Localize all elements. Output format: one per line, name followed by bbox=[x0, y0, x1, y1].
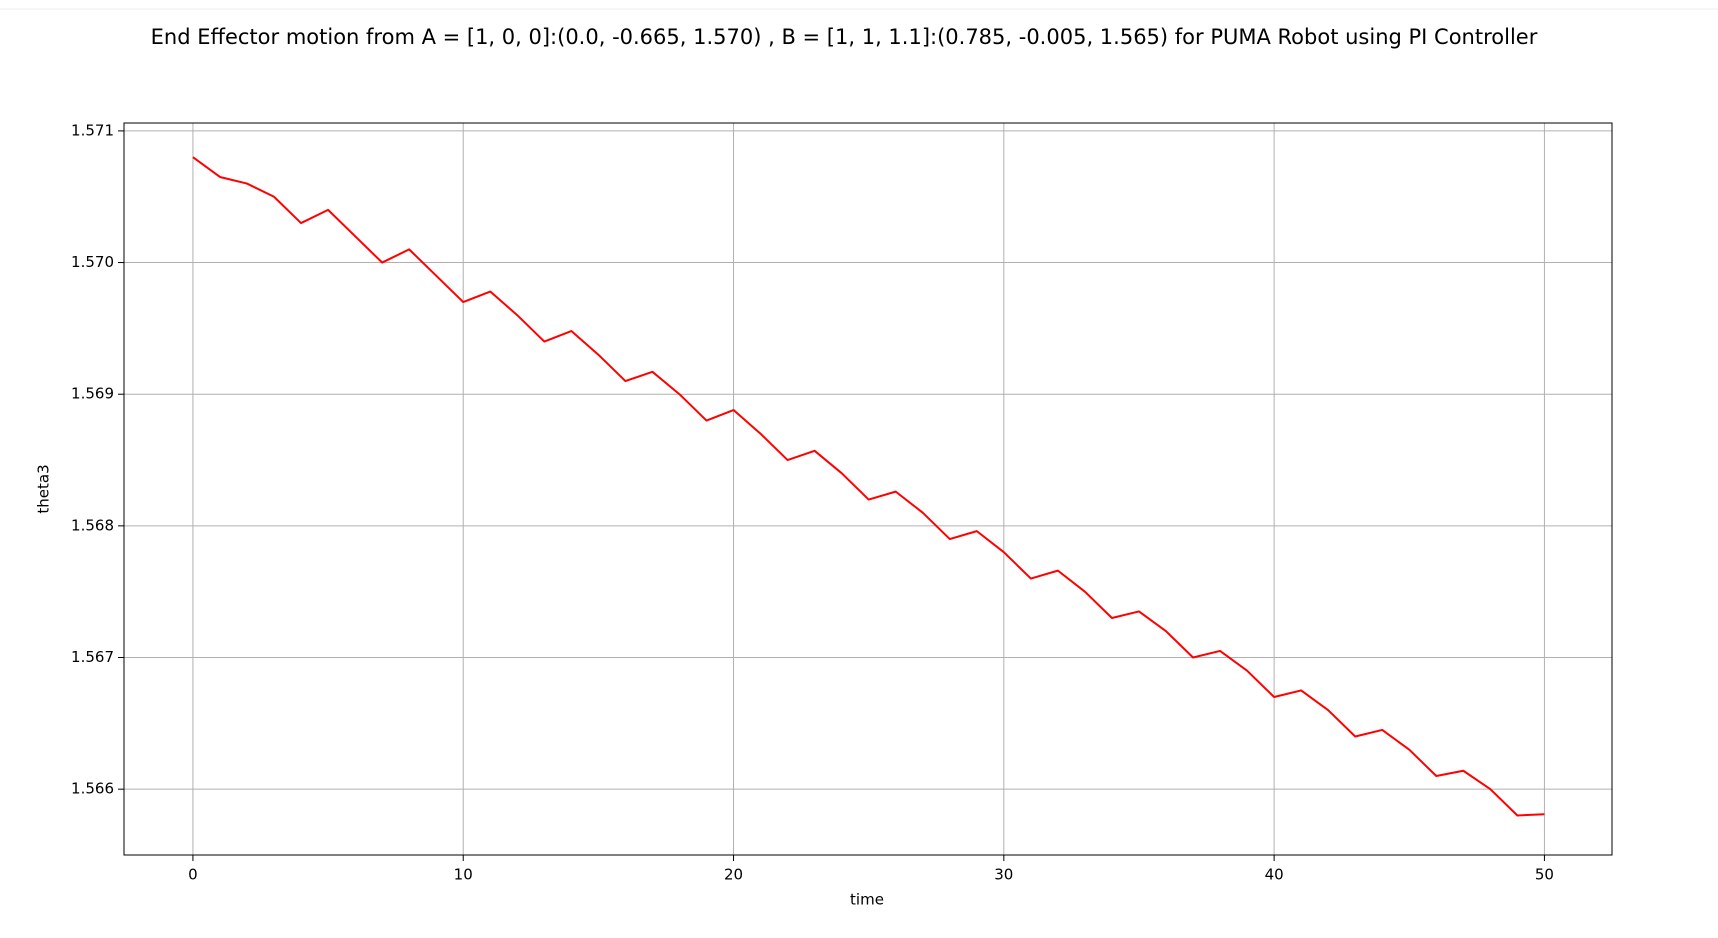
y-tick-label: 1.568 bbox=[71, 516, 114, 534]
x-tick-label: 50 bbox=[1535, 866, 1554, 884]
y-tick-label: 1.567 bbox=[71, 648, 114, 666]
data-line bbox=[192, 156, 1545, 817]
x-tick-label: 0 bbox=[188, 866, 198, 884]
y-axis-label: theta3 bbox=[35, 464, 53, 513]
y-tick-label: 1.569 bbox=[71, 385, 114, 403]
x-tick-label: 40 bbox=[1265, 866, 1284, 884]
x-axis-label: time bbox=[850, 891, 884, 909]
y-tick-label: 1.571 bbox=[71, 121, 114, 139]
chart-title: End Effector motion from A = [1, 0, 0]:(… bbox=[151, 25, 1538, 49]
plot-frame bbox=[123, 122, 1613, 856]
x-tick-label: 10 bbox=[454, 866, 473, 884]
x-tick-label: 30 bbox=[994, 866, 1013, 884]
y-tick-label: 1.566 bbox=[71, 780, 114, 798]
y-tick-label: 1.570 bbox=[71, 253, 114, 271]
x-tick-label: 20 bbox=[724, 866, 743, 884]
